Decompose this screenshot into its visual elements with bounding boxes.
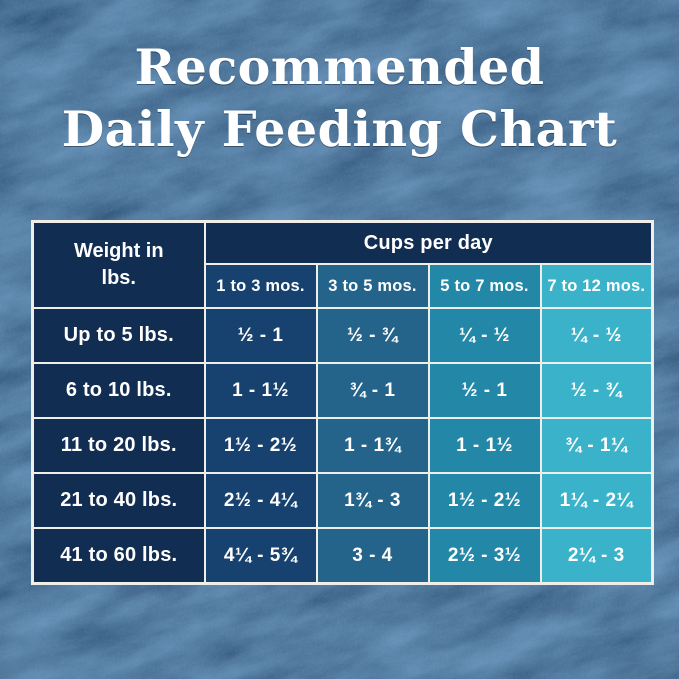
age-header-5to7: 5 to 7 mos. [427,263,542,309]
feeding-value-cell: 2½ - 4¼ [203,472,318,529]
header-row-ages: 1 to 3 mos. 3 to 5 mos. 5 to 7 mos. 7 to… [33,263,654,309]
feeding-value-cell: 1¼ - 2¼ [539,472,654,529]
feeding-value-cell: 2¼ - 3 [539,527,654,585]
age-header-7to12: 7 to 12 mos. [539,263,654,309]
table-row: 6 to 10 lbs. 1 - 1½ ¾ - 1 ½ - 1 ½ - ¾ [31,362,654,419]
age-header-1to3: 1 to 3 mos. [203,263,318,309]
feeding-value-cell: ¾ - 1¼ [539,417,654,474]
feeding-value-cell: ½ - 1 [203,307,318,364]
weight-header-cell: Weight in lbs. [31,220,206,309]
feeding-value-cell: ½ - ¾ [539,362,654,419]
table-row: 11 to 20 lbs. 1½ - 2½ 1 - 1¾ 1 - 1½ ¾ - … [31,417,654,474]
feeding-value-cell: 1 - 1½ [203,362,318,419]
feeding-value-cell: ½ - 1 [427,362,542,419]
weight-row-label: 21 to 40 lbs. [31,472,206,529]
page-title-line-1: Recommended [134,38,545,96]
weight-row-label: 11 to 20 lbs. [31,417,206,474]
feeding-value-cell: ¼ - ½ [427,307,542,364]
feeding-value-cell: 2½ - 3½ [427,527,542,585]
weight-row-label: Up to 5 lbs. [31,307,206,364]
page-title: Recommended Daily Feeding Chart [0,36,679,160]
weight-row-label: 6 to 10 lbs. [31,362,206,419]
weight-row-label: 41 to 60 lbs. [31,527,206,585]
cups-per-day-header: Cups per day [203,220,654,265]
feeding-value-cell: 1 - 1½ [427,417,542,474]
age-header-3to5: 3 to 5 mos. [315,263,430,309]
feeding-value-cell: 1½ - 2½ [427,472,542,529]
table-row: 41 to 60 lbs. 4¼ - 5¾ 3 - 4 2½ - 3½ 2¼ -… [31,527,654,585]
feeding-value-cell: 1 - 1¾ [315,417,430,474]
feeding-value-cell: ¼ - ½ [539,307,654,364]
feeding-table: Weight in lbs. Cups per day 1 to 3 mos. … [31,220,655,585]
feeding-value-cell: 3 - 4 [315,527,430,585]
feeding-value-cell: 1½ - 2½ [203,417,318,474]
page-title-line-2: Daily Feeding Chart [61,100,618,158]
table-row: Up to 5 lbs. ½ - 1 ½ - ¾ ¼ - ½ ¼ - ½ [31,307,654,364]
feeding-value-cell: 1¾ - 3 [315,472,430,529]
feeding-value-cell: ¾ - 1 [315,362,430,419]
feeding-value-cell: ½ - ¾ [315,307,430,364]
header-row-group: Weight in lbs. Cups per day [31,220,654,309]
table-row: 21 to 40 lbs. 2½ - 4¼ 1¾ - 3 1½ - 2½ 1¼ … [31,472,654,529]
feeding-value-cell: 4¼ - 5¾ [203,527,318,585]
